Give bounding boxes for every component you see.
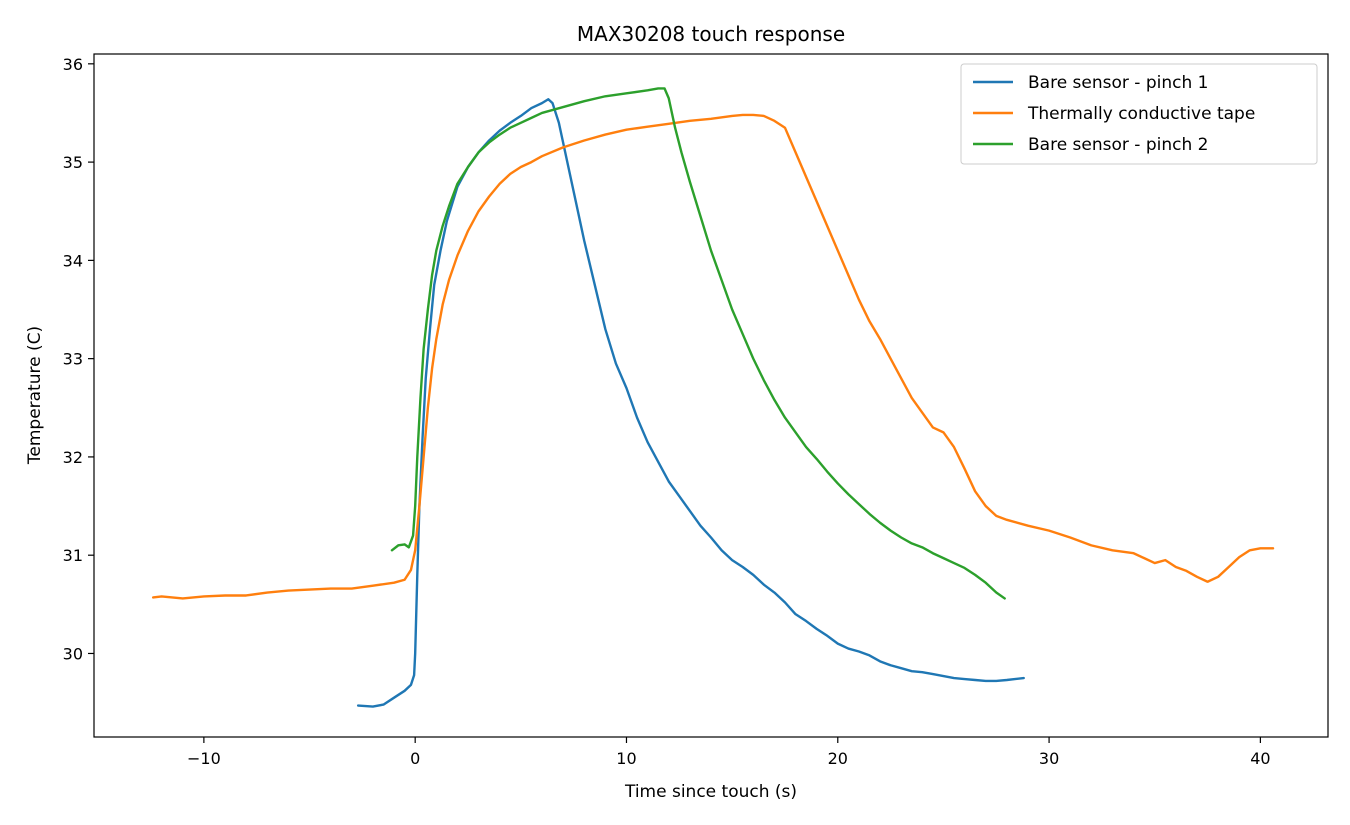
legend-label-1: Bare sensor - pinch 1 <box>1028 73 1208 93</box>
y-tick-label: 30 <box>63 644 83 663</box>
y-tick-label: 32 <box>63 448 83 467</box>
plot-frame <box>93 53 1329 738</box>
y-tick-label: 36 <box>63 55 83 74</box>
ticks-layer: −10 0 10 20 30 40 30 31 32 33 34 35 36 <box>63 55 1271 768</box>
x-axis-label: Time since touch (s) <box>624 782 797 802</box>
series-layer <box>151 87 1275 708</box>
y-tick-label: 34 <box>63 251 83 270</box>
series-line-2 <box>151 113 1275 600</box>
chart-title: MAX30208 touch response <box>577 22 845 46</box>
legend-label-2: Thermally conductive tape <box>1027 104 1255 124</box>
series-line-1 <box>356 98 1025 708</box>
series-line-3 <box>390 87 1006 600</box>
legend-label-3: Bare sensor - pinch 2 <box>1028 135 1208 155</box>
y-tick-label: 31 <box>63 546 83 565</box>
legend-box <box>960 63 1318 165</box>
x-tick-label: 20 <box>828 749 848 768</box>
x-tick-label: 40 <box>1250 749 1270 768</box>
x-tick-label: −10 <box>187 749 221 768</box>
y-tick-label: 33 <box>63 350 83 369</box>
legend: Bare sensor - pinch 1 Thermally conductiv… <box>960 63 1318 165</box>
y-axis-label: Temperature (C) <box>25 326 45 465</box>
x-tick-label: 30 <box>1039 749 1059 768</box>
y-tick-label: 35 <box>63 153 83 172</box>
x-tick-label: 10 <box>616 749 636 768</box>
x-tick-label: 0 <box>410 749 420 768</box>
